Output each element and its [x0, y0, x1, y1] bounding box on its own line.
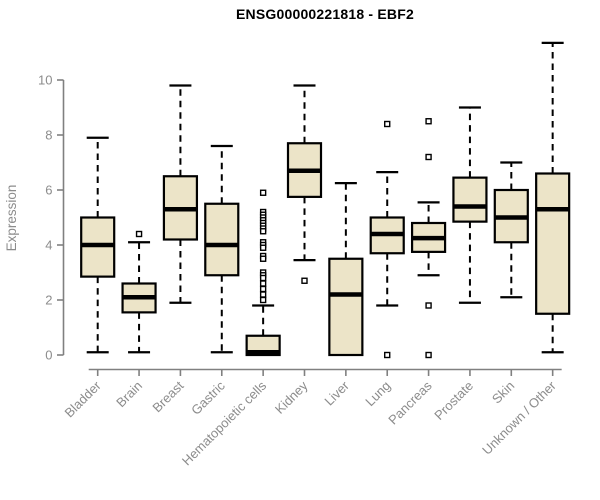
x-tick-label-lung: Lung	[362, 378, 393, 409]
chart-title: ENSG00000221818 - EBF2	[236, 6, 414, 22]
y-tick-label: 4	[45, 238, 52, 253]
box-brain-outlier-point	[135, 230, 143, 238]
box-hematopoietic-cells-outlier-point	[259, 189, 267, 196]
box-hematopoietic-cells-outlier-point	[259, 228, 267, 235]
box-lung-outlier-point	[384, 351, 391, 359]
x-tick-label-liver: Liver	[321, 378, 352, 409]
box-hematopoietic-cells-outlier-point	[259, 296, 267, 304]
x-tick-label-kidney: Kidney	[272, 378, 311, 417]
box-hematopoietic-cells-outlier-point	[259, 285, 267, 293]
x-tick-label-pancreas: Pancreas	[385, 378, 435, 428]
box-hematopoietic-cells-outlier-point	[259, 244, 267, 251]
x-tick-label-brain: Brain	[113, 378, 145, 410]
box-hematopoietic-cells-outlier-point	[259, 280, 267, 287]
y-tick-label: 8	[45, 128, 52, 143]
x-tick-label-bladder: Bladder	[62, 378, 105, 421]
y-tick-label: 0	[45, 348, 52, 363]
box-unknown-other	[535, 172, 571, 315]
y-axis-title: Expression	[4, 185, 19, 252]
box-pancreas-outlier-point	[425, 302, 432, 309]
box-liver	[328, 257, 364, 357]
box-prostate	[452, 176, 488, 223]
box-pancreas-outlier-point	[425, 118, 432, 125]
x-tick-label-skin: Skin	[489, 378, 517, 406]
box-hematopoietic-cells-outlier-point	[259, 255, 267, 262]
y-tick-label: 6	[45, 183, 52, 198]
y-tick-label: 2	[45, 293, 52, 308]
box-pancreas-outlier-point	[425, 153, 432, 161]
box-hematopoietic-cells-outlier-point	[259, 291, 267, 298]
box-hematopoietic-cells-outlier-point	[259, 274, 267, 282]
box-gastric	[204, 202, 240, 277]
x-tick-label-breast: Breast	[149, 378, 186, 415]
x-tick-label-gastric: Gastric	[188, 378, 228, 418]
box-pancreas-outlier-point	[425, 351, 432, 359]
box-kidney-outlier-point	[301, 277, 308, 284]
x-tick-label-unknown-other: Unknown / Other	[479, 378, 559, 458]
x-tick-label-prostate: Prostate	[431, 378, 476, 423]
y-tick-label: 10	[38, 73, 52, 88]
box-lung-outlier-point	[384, 120, 391, 128]
